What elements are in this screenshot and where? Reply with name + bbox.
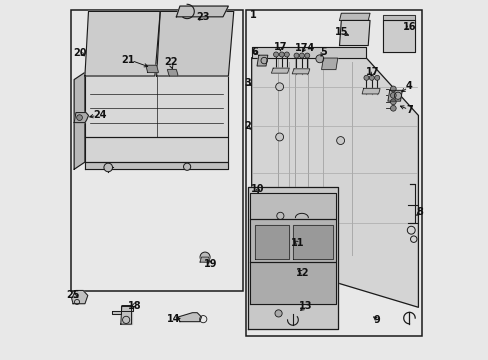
Text: 10: 10 [251, 184, 264, 194]
Circle shape [273, 52, 278, 57]
Bar [246, 10, 421, 336]
Polygon shape [112, 306, 133, 315]
Circle shape [183, 163, 190, 170]
Text: 6: 6 [251, 46, 257, 57]
Text: 15: 15 [334, 27, 347, 37]
Circle shape [389, 99, 395, 105]
Polygon shape [255, 225, 289, 259]
Polygon shape [271, 68, 289, 73]
Polygon shape [74, 113, 88, 123]
Circle shape [363, 75, 368, 80]
Circle shape [299, 53, 304, 58]
Polygon shape [200, 257, 210, 262]
Polygon shape [382, 15, 414, 21]
Polygon shape [257, 55, 267, 66]
Circle shape [284, 52, 289, 57]
Polygon shape [85, 137, 228, 162]
Text: 1: 1 [249, 10, 256, 20]
Polygon shape [85, 72, 228, 137]
Circle shape [200, 252, 210, 262]
Text: 12: 12 [296, 268, 309, 278]
Text: 23: 23 [196, 12, 209, 22]
Polygon shape [85, 12, 160, 76]
Circle shape [104, 163, 112, 172]
Polygon shape [145, 65, 158, 72]
Circle shape [77, 115, 82, 121]
Text: 13: 13 [299, 301, 312, 311]
Circle shape [389, 105, 395, 111]
Text: 20: 20 [73, 48, 86, 58]
Circle shape [389, 93, 395, 98]
Circle shape [275, 83, 283, 91]
Text: 17: 17 [273, 42, 286, 51]
Text: 21: 21 [121, 55, 134, 65]
Polygon shape [387, 90, 402, 101]
Circle shape [315, 55, 323, 63]
Polygon shape [362, 89, 379, 94]
Polygon shape [121, 306, 131, 324]
Circle shape [279, 52, 284, 57]
Text: 7: 7 [405, 105, 412, 115]
Circle shape [304, 53, 309, 58]
Text: 19: 19 [203, 259, 217, 269]
Polygon shape [156, 12, 233, 76]
Text: 22: 22 [164, 57, 177, 67]
Circle shape [336, 136, 344, 144]
Polygon shape [250, 193, 335, 220]
Polygon shape [321, 58, 337, 69]
Circle shape [274, 310, 282, 317]
Polygon shape [339, 13, 369, 21]
Text: 3: 3 [244, 78, 251, 88]
Circle shape [293, 53, 298, 58]
Text: 174: 174 [294, 43, 314, 53]
Text: 14: 14 [166, 314, 180, 324]
Text: 25: 25 [66, 291, 80, 301]
Bar [70, 10, 242, 291]
Text: 4: 4 [405, 81, 412, 91]
Circle shape [389, 86, 395, 92]
Polygon shape [74, 72, 85, 169]
Circle shape [286, 198, 294, 206]
Circle shape [374, 75, 379, 80]
Text: 16: 16 [402, 22, 415, 32]
Polygon shape [250, 220, 335, 262]
Text: 24: 24 [93, 110, 107, 120]
Polygon shape [72, 291, 88, 304]
Polygon shape [250, 262, 335, 304]
Polygon shape [251, 58, 418, 307]
Polygon shape [339, 21, 369, 45]
Circle shape [368, 75, 373, 80]
Polygon shape [167, 69, 178, 76]
Polygon shape [251, 47, 366, 58]
Polygon shape [292, 225, 333, 259]
Text: 8: 8 [416, 207, 423, 217]
Polygon shape [382, 21, 414, 51]
Circle shape [275, 133, 283, 141]
Text: 2: 2 [244, 121, 250, 131]
Text: 17: 17 [366, 67, 379, 77]
Polygon shape [85, 162, 228, 169]
Text: 9: 9 [373, 315, 380, 325]
Polygon shape [176, 6, 228, 17]
Polygon shape [292, 69, 309, 74]
Text: 18: 18 [127, 301, 141, 311]
Polygon shape [178, 313, 201, 321]
Text: 11: 11 [290, 238, 304, 248]
Text: 5: 5 [319, 46, 326, 57]
Polygon shape [247, 187, 337, 329]
